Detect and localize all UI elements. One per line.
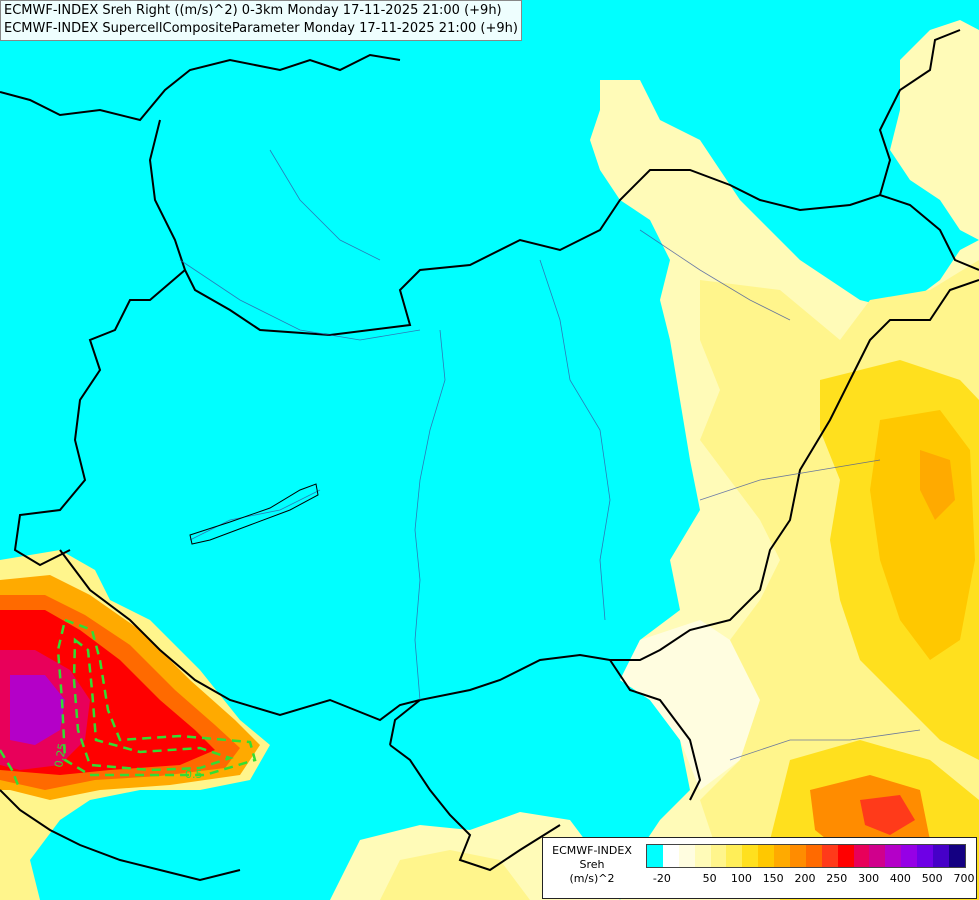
- legend-swatch: [805, 845, 822, 867]
- legend-swatch: [710, 845, 727, 867]
- legend-label: ECMWF-INDEX Sreh (m/s)^2: [547, 844, 637, 886]
- legend-swatch: [821, 845, 838, 867]
- legend-swatch: [790, 845, 806, 867]
- legend-tick-label: 500: [921, 872, 943, 885]
- legend-swatch: [837, 845, 854, 867]
- legend-tick-label: 150: [762, 872, 784, 885]
- sreh-field-east-white: [620, 620, 760, 790]
- sreh-field-southwest-purple: [10, 675, 65, 745]
- scp-contour-west: [0, 749, 22, 791]
- legend-unit: (m/s)^2: [569, 872, 615, 885]
- legend-swatch: [742, 845, 759, 867]
- title-line-1: ECMWF-INDEX Sreh Right ((m/s)^2) 0-3km M…: [4, 3, 502, 18]
- legend-tick-label: 300: [858, 872, 880, 885]
- legend-tick-label: 200: [794, 872, 816, 885]
- lake-outline: [189, 483, 319, 545]
- legend-swatch: [662, 845, 679, 867]
- legend-tick-label: 100: [730, 872, 752, 885]
- legend-swatch: [774, 845, 791, 867]
- legend-tick-label: 400: [889, 872, 911, 885]
- legend-swatch: [758, 845, 775, 867]
- legend-swatch: [917, 845, 934, 867]
- rivers: [179, 149, 921, 761]
- legend-title-param: Sreh: [579, 858, 605, 871]
- legend-color-scale: [646, 844, 966, 868]
- scp-contour-05: [72, 637, 234, 772]
- legend-swatch: [869, 845, 886, 867]
- legend-swatch: [726, 845, 743, 867]
- legend-swatch: [901, 845, 918, 867]
- country-borders: [0, 29, 979, 882]
- legend-swatch: [948, 845, 965, 867]
- legend-tick-label: 250: [826, 872, 848, 885]
- legend-swatch: [694, 845, 711, 867]
- legend-tick-label: -20: [652, 872, 671, 885]
- sreh-field-east-darkorange: [920, 450, 955, 520]
- contour-label-05: 0.5: [185, 768, 203, 781]
- legend-tick-label: 700: [953, 872, 975, 885]
- legend-swatch: [885, 845, 902, 867]
- scp-contour-025: [56, 618, 257, 777]
- title-line-2: ECMWF-INDEX SupercellCompositeParameter …: [4, 21, 518, 36]
- legend-title-model: ECMWF-INDEX: [552, 844, 632, 857]
- color-legend: ECMWF-INDEX Sreh (m/s)^2 -20 50 100 150 200 2…: [542, 837, 977, 899]
- sreh-field-south-yellow: [380, 850, 530, 900]
- legend-swatch: [647, 845, 663, 867]
- legend-swatch: [678, 845, 695, 867]
- contour-label-025: 0.25: [52, 742, 69, 768]
- legend-swatch: [933, 845, 949, 867]
- sreh-field-southeast-red: [860, 795, 915, 835]
- legend-tick-label: 50: [702, 872, 717, 885]
- sreh-field-northeast-light: [890, 20, 979, 240]
- legend-swatch: [853, 845, 870, 867]
- map-title-box: ECMWF-INDEX Sreh Right ((m/s)^2) 0-3km M…: [0, 0, 522, 41]
- scp-contours: [0, 618, 257, 791]
- legend-ticks: -20 50 100 150 200 250 300 400 500 700: [646, 872, 975, 888]
